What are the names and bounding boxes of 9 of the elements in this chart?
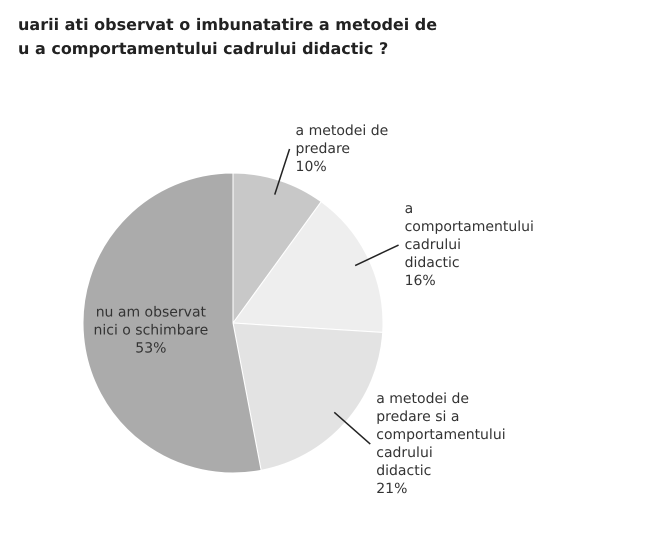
data-label: 10% (296, 158, 327, 175)
slice-label: nu am observat nici o schimbare (94, 304, 208, 339)
data-label: 21% (376, 480, 408, 497)
slice-label: a metodei de predare (296, 122, 388, 157)
data-label: 53% (135, 340, 166, 357)
chart-title: uarii ati observat o imbunatatire a metodei de u a comportamentului cadrului didactic ? (18, 15, 438, 58)
slice-label: a metodei de predare si a comportamentului cadrului didactic (376, 390, 506, 479)
slice-label: a comportamentului cadrului didactic (404, 200, 534, 271)
data-label: 16% (404, 272, 436, 289)
